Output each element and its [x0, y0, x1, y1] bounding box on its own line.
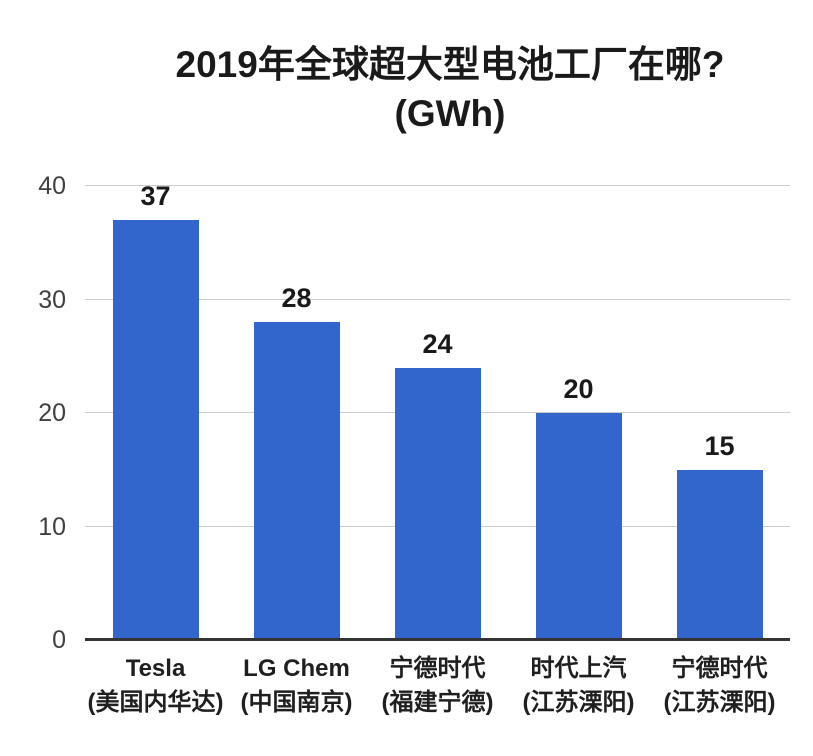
chart-title-line1: 2019年全球超大型电池工厂在哪? [175, 44, 725, 85]
x-axis-label-name: 宁德时代 [671, 655, 768, 682]
bar-宁德时代 [394, 367, 481, 640]
y-tick-label-30: 30 [38, 285, 66, 314]
x-axis-label-location: (中国南京) [240, 689, 353, 716]
x-axis-label-location: (美国内华达) [87, 689, 224, 716]
gridline-40 [85, 185, 790, 186]
x-axis-label: 宁德时代 (福建宁德) [367, 652, 508, 720]
x-axis-label: 宁德时代 (江苏溧阳) [649, 652, 790, 720]
bar-Tesla [112, 220, 199, 640]
bar-时代上汽 [535, 413, 622, 640]
bar-chart-plot-area: 37 28 24 20 15 [85, 181, 790, 641]
y-tick-label-20: 20 [38, 399, 66, 427]
y-tick-label-40: 40 [38, 172, 66, 200]
x-axis-label-location: (江苏溧阳) [663, 689, 776, 716]
x-axis-label-name: 宁德时代 [389, 655, 486, 682]
bar-value-label: 28 [281, 283, 312, 314]
y-tick-label-10: 10 [38, 512, 66, 541]
bar-value-label: 37 [140, 181, 171, 212]
x-axis-label: LG Chem (中国南京) [226, 652, 367, 720]
x-axis-label: Tesla (美国内华达) [85, 652, 226, 720]
x-axis-label-name: 时代上汽 [530, 655, 627, 682]
x-axis-label-name: LG Chem [243, 655, 350, 682]
bar-LG Chem [253, 322, 340, 640]
bar-value-label: 24 [422, 328, 453, 359]
x-axis-label-name: Tesla [125, 655, 186, 682]
bar-value-label: 15 [704, 430, 735, 461]
gridline-30 [85, 298, 790, 300]
y-tick-label-0: 0 [52, 626, 66, 654]
x-axis-label: 时代上汽 (江苏溧阳) [508, 652, 649, 720]
x-axis-label-location: (江苏溧阳) [522, 689, 635, 716]
bar-宁德时代 [676, 469, 763, 640]
chart-title-line2: (GWh) [394, 93, 506, 134]
chart-title: 2019年全球超大型电池工厂在哪? (GWh) [90, 40, 810, 138]
bar-value-label: 20 [563, 374, 594, 404]
x-axis-line [85, 638, 790, 641]
x-axis-label-location: (福建宁德) [381, 689, 494, 716]
